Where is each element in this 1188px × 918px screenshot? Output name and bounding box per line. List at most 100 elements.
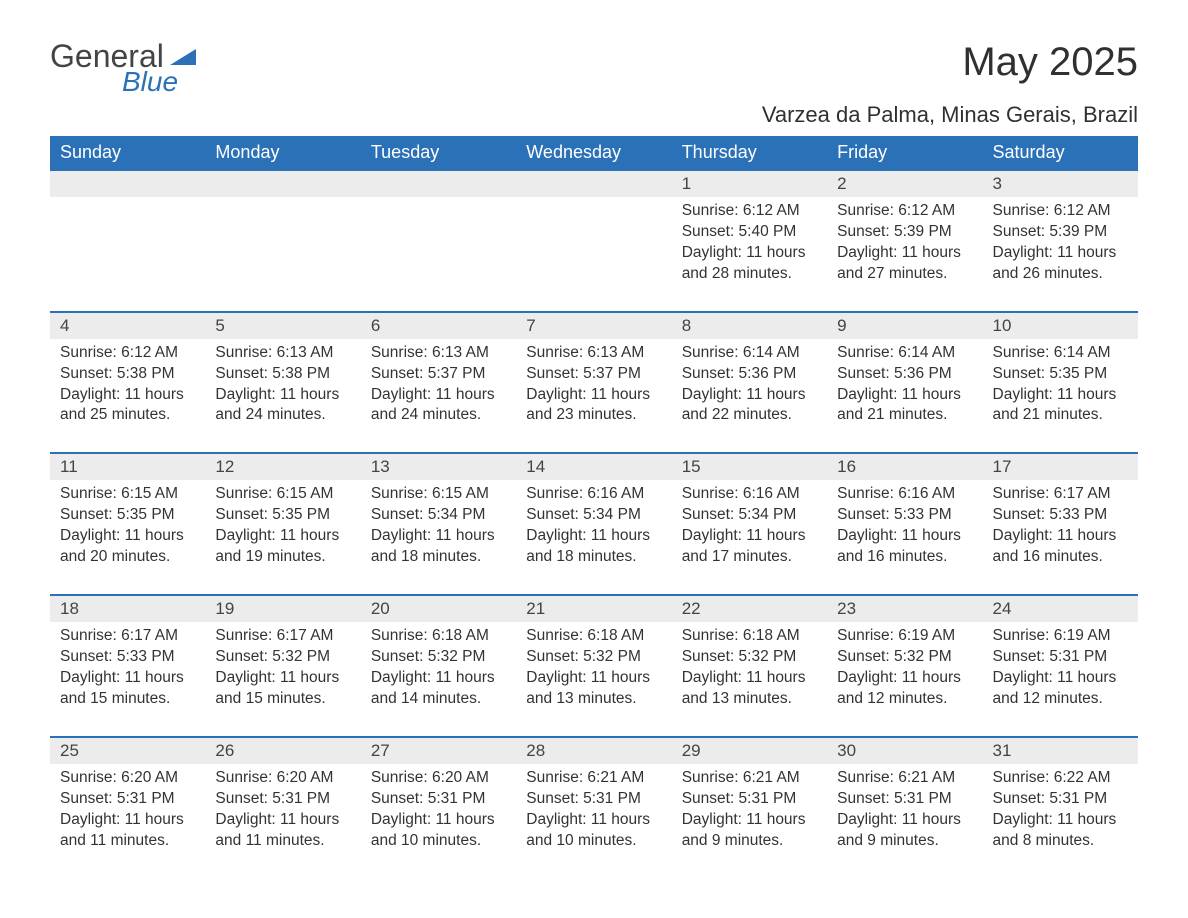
sunrise-line: Sunrise: 6:18 AM	[371, 626, 506, 647]
day-content-cell: Sunrise: 6:14 AMSunset: 5:36 PMDaylight:…	[672, 339, 827, 454]
sunset-line: Sunset: 5:36 PM	[837, 364, 972, 385]
weekday-header-row: Sunday Monday Tuesday Wednesday Thursday…	[50, 136, 1138, 170]
day-number-cell: 12	[205, 453, 360, 480]
daylight-line: Daylight: 11 hours and 25 minutes.	[60, 385, 195, 427]
sunrise-line: Sunrise: 6:12 AM	[837, 201, 972, 222]
day-content-cell: Sunrise: 6:13 AMSunset: 5:37 PMDaylight:…	[361, 339, 516, 454]
day-content-row: Sunrise: 6:12 AMSunset: 5:40 PMDaylight:…	[50, 197, 1138, 312]
day-content-cell: Sunrise: 6:21 AMSunset: 5:31 PMDaylight:…	[516, 764, 671, 878]
day-number-cell: 9	[827, 312, 982, 339]
sunrise-line: Sunrise: 6:17 AM	[215, 626, 350, 647]
day-number-cell: 3	[983, 170, 1138, 197]
day-number-cell	[361, 170, 516, 197]
day-content-cell	[516, 197, 671, 312]
sunset-line: Sunset: 5:31 PM	[60, 789, 195, 810]
sunset-line: Sunset: 5:35 PM	[215, 505, 350, 526]
header: General Blue May 2025	[50, 40, 1138, 96]
sunrise-line: Sunrise: 6:16 AM	[682, 484, 817, 505]
day-content-cell: Sunrise: 6:13 AMSunset: 5:38 PMDaylight:…	[205, 339, 360, 454]
sunrise-line: Sunrise: 6:16 AM	[526, 484, 661, 505]
weekday-header: Wednesday	[516, 136, 671, 170]
daylight-line: Daylight: 11 hours and 11 minutes.	[60, 810, 195, 852]
sunset-line: Sunset: 5:32 PM	[215, 647, 350, 668]
daylight-line: Daylight: 11 hours and 13 minutes.	[526, 668, 661, 710]
day-content-cell: Sunrise: 6:22 AMSunset: 5:31 PMDaylight:…	[983, 764, 1138, 878]
sunset-line: Sunset: 5:40 PM	[682, 222, 817, 243]
daylight-line: Daylight: 11 hours and 8 minutes.	[993, 810, 1128, 852]
day-content-cell: Sunrise: 6:15 AMSunset: 5:35 PMDaylight:…	[50, 480, 205, 595]
daylight-line: Daylight: 11 hours and 26 minutes.	[993, 243, 1128, 285]
daylight-line: Daylight: 11 hours and 20 minutes.	[60, 526, 195, 568]
sunset-line: Sunset: 5:39 PM	[837, 222, 972, 243]
day-number-row: 123	[50, 170, 1138, 197]
day-content-cell: Sunrise: 6:16 AMSunset: 5:34 PMDaylight:…	[672, 480, 827, 595]
sunset-line: Sunset: 5:32 PM	[371, 647, 506, 668]
day-number-cell: 7	[516, 312, 671, 339]
daylight-line: Daylight: 11 hours and 14 minutes.	[371, 668, 506, 710]
day-number-cell: 18	[50, 595, 205, 622]
day-number-cell: 15	[672, 453, 827, 480]
day-number-cell: 8	[672, 312, 827, 339]
sunrise-line: Sunrise: 6:20 AM	[215, 768, 350, 789]
sunset-line: Sunset: 5:34 PM	[371, 505, 506, 526]
day-number-cell: 27	[361, 737, 516, 764]
day-content-cell: Sunrise: 6:14 AMSunset: 5:36 PMDaylight:…	[827, 339, 982, 454]
day-number-cell: 24	[983, 595, 1138, 622]
sunrise-line: Sunrise: 6:13 AM	[526, 343, 661, 364]
sunset-line: Sunset: 5:39 PM	[993, 222, 1128, 243]
day-content-cell: Sunrise: 6:12 AMSunset: 5:38 PMDaylight:…	[50, 339, 205, 454]
daylight-line: Daylight: 11 hours and 18 minutes.	[526, 526, 661, 568]
calendar-body: 123Sunrise: 6:12 AMSunset: 5:40 PMDaylig…	[50, 170, 1138, 877]
daylight-line: Daylight: 11 hours and 24 minutes.	[371, 385, 506, 427]
day-number-cell: 21	[516, 595, 671, 622]
sunrise-line: Sunrise: 6:15 AM	[215, 484, 350, 505]
daylight-line: Daylight: 11 hours and 16 minutes.	[837, 526, 972, 568]
weekday-header: Friday	[827, 136, 982, 170]
daylight-line: Daylight: 11 hours and 13 minutes.	[682, 668, 817, 710]
day-number-cell: 28	[516, 737, 671, 764]
daylight-line: Daylight: 11 hours and 16 minutes.	[993, 526, 1128, 568]
weekday-header: Thursday	[672, 136, 827, 170]
day-content-cell: Sunrise: 6:19 AMSunset: 5:32 PMDaylight:…	[827, 622, 982, 737]
sunset-line: Sunset: 5:33 PM	[837, 505, 972, 526]
sunset-line: Sunset: 5:32 PM	[837, 647, 972, 668]
calendar-table: Sunday Monday Tuesday Wednesday Thursday…	[50, 136, 1138, 877]
day-number-cell: 19	[205, 595, 360, 622]
sunrise-line: Sunrise: 6:18 AM	[682, 626, 817, 647]
day-content-cell: Sunrise: 6:16 AMSunset: 5:34 PMDaylight:…	[516, 480, 671, 595]
day-content-cell: Sunrise: 6:21 AMSunset: 5:31 PMDaylight:…	[827, 764, 982, 878]
sunset-line: Sunset: 5:35 PM	[60, 505, 195, 526]
sunrise-line: Sunrise: 6:15 AM	[60, 484, 195, 505]
day-content-row: Sunrise: 6:15 AMSunset: 5:35 PMDaylight:…	[50, 480, 1138, 595]
daylight-line: Daylight: 11 hours and 19 minutes.	[215, 526, 350, 568]
daylight-line: Daylight: 11 hours and 15 minutes.	[215, 668, 350, 710]
sunset-line: Sunset: 5:38 PM	[215, 364, 350, 385]
sunrise-line: Sunrise: 6:18 AM	[526, 626, 661, 647]
logo-text-blue: Blue	[122, 68, 178, 96]
day-number-cell: 13	[361, 453, 516, 480]
sunset-line: Sunset: 5:31 PM	[526, 789, 661, 810]
day-number-cell: 10	[983, 312, 1138, 339]
sunset-line: Sunset: 5:31 PM	[215, 789, 350, 810]
day-content-cell: Sunrise: 6:14 AMSunset: 5:35 PMDaylight:…	[983, 339, 1138, 454]
day-number-cell	[205, 170, 360, 197]
day-content-cell: Sunrise: 6:19 AMSunset: 5:31 PMDaylight:…	[983, 622, 1138, 737]
sunset-line: Sunset: 5:33 PM	[993, 505, 1128, 526]
sunset-line: Sunset: 5:31 PM	[837, 789, 972, 810]
day-content-cell: Sunrise: 6:20 AMSunset: 5:31 PMDaylight:…	[205, 764, 360, 878]
day-content-cell: Sunrise: 6:16 AMSunset: 5:33 PMDaylight:…	[827, 480, 982, 595]
sunset-line: Sunset: 5:35 PM	[993, 364, 1128, 385]
daylight-line: Daylight: 11 hours and 12 minutes.	[837, 668, 972, 710]
day-number-cell: 29	[672, 737, 827, 764]
sunrise-line: Sunrise: 6:16 AM	[837, 484, 972, 505]
daylight-line: Daylight: 11 hours and 18 minutes.	[371, 526, 506, 568]
sunrise-line: Sunrise: 6:12 AM	[993, 201, 1128, 222]
sunrise-line: Sunrise: 6:22 AM	[993, 768, 1128, 789]
weekday-header: Tuesday	[361, 136, 516, 170]
day-number-cell: 5	[205, 312, 360, 339]
sunrise-line: Sunrise: 6:19 AM	[993, 626, 1128, 647]
sunset-line: Sunset: 5:31 PM	[682, 789, 817, 810]
day-content-row: Sunrise: 6:17 AMSunset: 5:33 PMDaylight:…	[50, 622, 1138, 737]
day-number-cell: 20	[361, 595, 516, 622]
sunrise-line: Sunrise: 6:12 AM	[682, 201, 817, 222]
